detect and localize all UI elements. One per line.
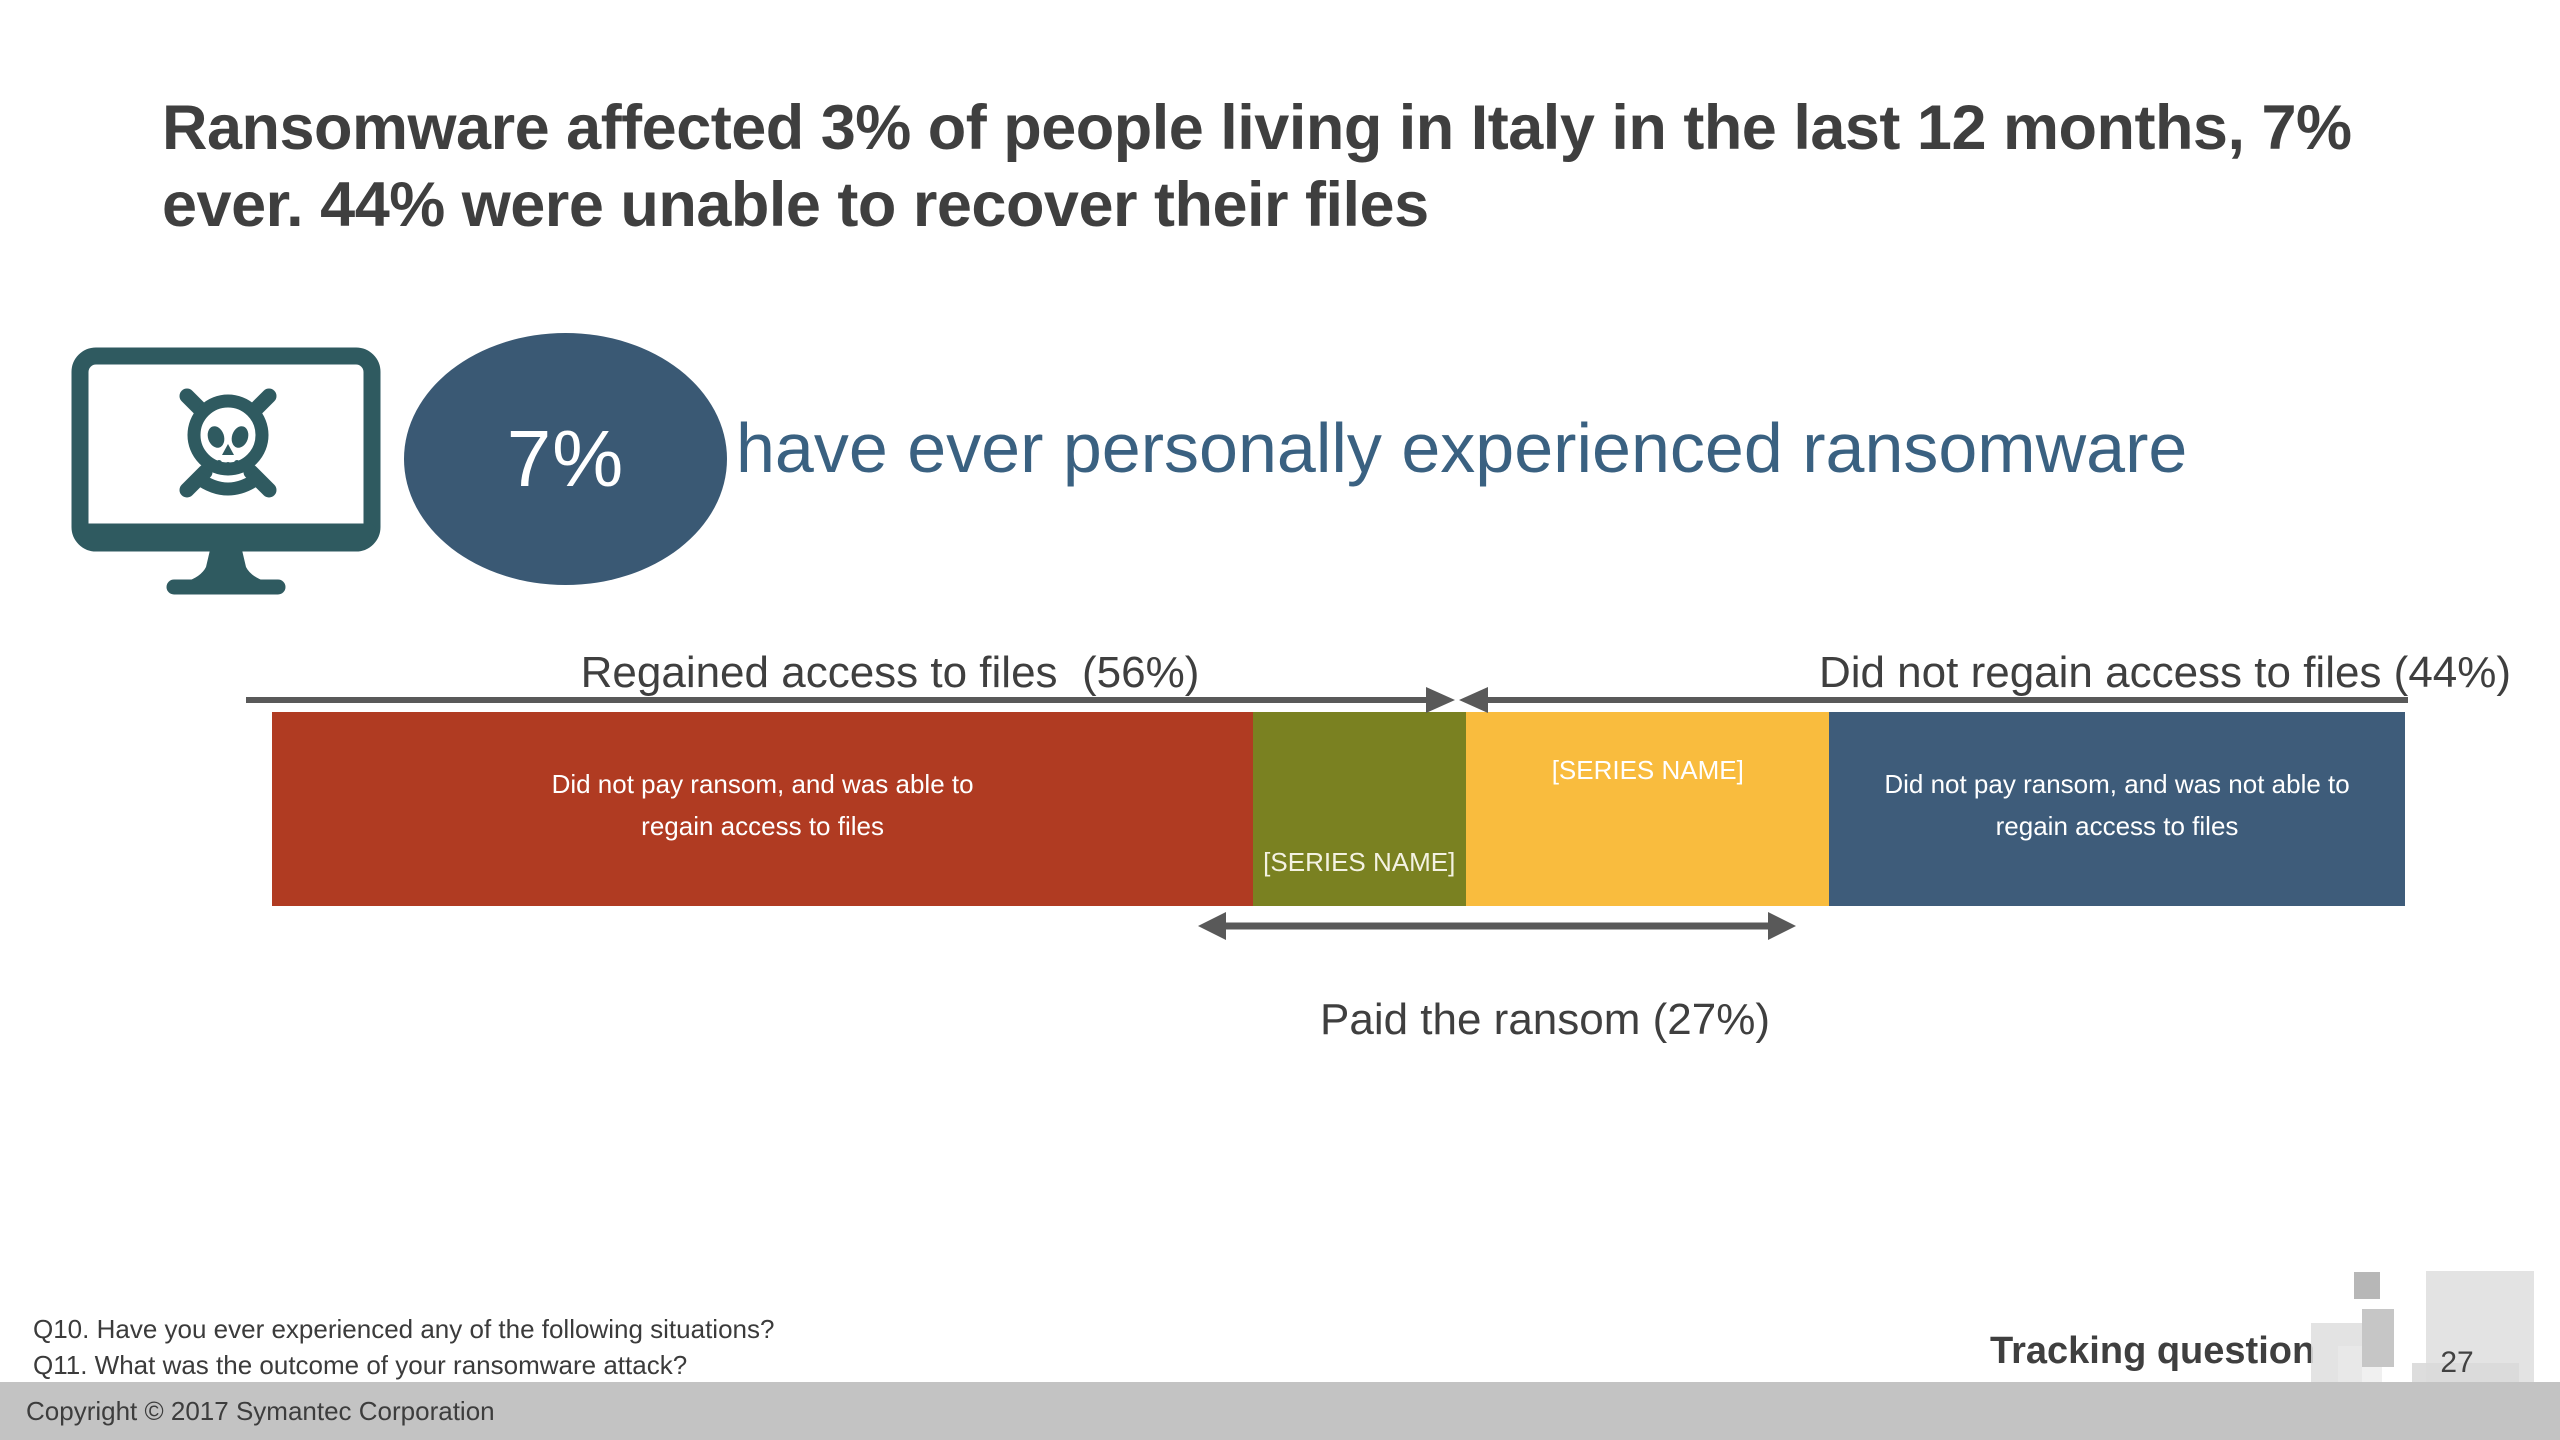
bar-segment-label: Did not pay ransom, and was able to rega… (551, 769, 974, 841)
bar-segment-label: Did not pay ransom, and was not able to … (1884, 769, 2350, 841)
bar-segment-paid-regained: [SERIES NAME] (1253, 712, 1467, 906)
bar-segment-label: [SERIES NAME] (1551, 755, 1744, 785)
question-q11: Q11. What was the outcome of your ransom… (33, 1349, 688, 1380)
tracking-question-label: Tracking question (1990, 1330, 2316, 1372)
bar-segment-no-pay-regained: Did not pay ransom, and was able to rega… (272, 712, 1254, 906)
footer-bar: Copyright © 2017 Symantec Corporation (0, 1382, 2560, 1440)
stat-text: have ever personally experienced ransomw… (736, 409, 2188, 487)
slide-title: Ransomware affected 3% of people living … (162, 93, 2352, 240)
paid-ransom-label: Paid the ransom (27%) (1320, 995, 1770, 1044)
deco-square (2354, 1272, 2380, 1299)
copyright-text: Copyright © 2017 Symantec Corporation (26, 1395, 495, 1426)
stacked-bar-chart: Did not pay ransom, and was able to rega… (272, 712, 2405, 906)
stat-percent: 7% (506, 414, 625, 503)
page-number: 27 (2440, 1346, 2474, 1379)
bracket-label-regained: Regained access to files (56%) (580, 648, 1200, 697)
monitor-skull-icon (71, 347, 381, 595)
bracket-label-not-regained: Did not regain access to files (44%) (1818, 648, 2512, 697)
bar-segment-no-pay-not-regained: Did not pay ransom, and was not able to … (1829, 712, 2405, 906)
bar-segment-label: [SERIES NAME] (1263, 847, 1456, 878)
stat-bubble: 7% (404, 333, 727, 585)
question-q10: Q10. Have you ever experienced any of th… (33, 1314, 775, 1344)
deco-square (2362, 1309, 2394, 1367)
question-references: Q10. Have you ever experienced any of th… (33, 1312, 774, 1384)
bar-segment-paid-not-regained: [SERIES NAME] (1466, 712, 1830, 906)
